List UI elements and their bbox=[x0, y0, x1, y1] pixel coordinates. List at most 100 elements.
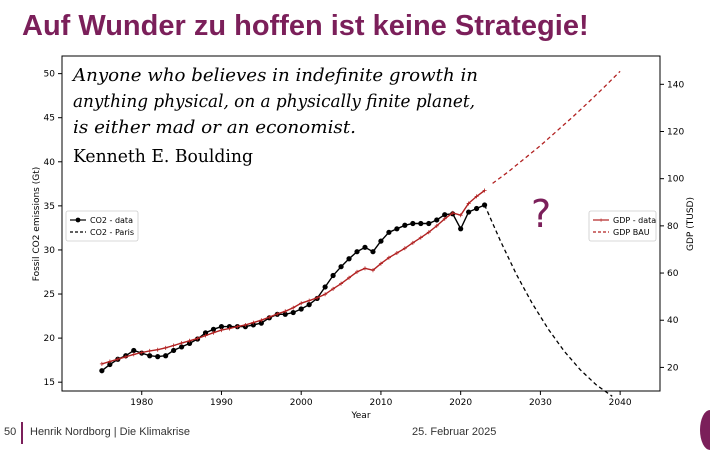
slide-title: Auf Wunder zu hoffen ist keine Strategie… bbox=[22, 10, 589, 42]
legend-gdp-data: GDP - data bbox=[613, 216, 656, 225]
point-co2-data bbox=[370, 249, 376, 255]
point-gdp-data bbox=[123, 354, 128, 359]
point-co2-data bbox=[442, 212, 448, 218]
point-gdp-data bbox=[115, 357, 120, 362]
point-gdp-data bbox=[227, 326, 232, 331]
point-co2-data bbox=[107, 361, 113, 368]
point-co2-data bbox=[458, 226, 464, 232]
series-gdp-bau bbox=[492, 70, 621, 184]
point-co2-data bbox=[306, 302, 312, 308]
footer-author: Henrik Nordborg | Die Klimakrise bbox=[30, 426, 190, 438]
legend-co2-paris: CO2 - Paris bbox=[90, 228, 134, 237]
y2-axis-label: GDP (TUSD) bbox=[686, 197, 696, 251]
point-gdp-data bbox=[331, 286, 336, 291]
point-gdp-data bbox=[370, 268, 375, 273]
point-gdp-data bbox=[362, 266, 367, 271]
legend-co2-data: CO2 - data bbox=[90, 216, 133, 225]
point-gdp-data bbox=[235, 324, 240, 329]
point-gdp-data bbox=[267, 315, 272, 320]
point-co2-data bbox=[99, 368, 105, 374]
point-co2-data bbox=[378, 238, 384, 244]
y2-tick-label: 40 bbox=[667, 316, 679, 326]
point-gdp-data bbox=[386, 255, 391, 260]
point-gdp-data bbox=[450, 210, 455, 215]
quote-line-1: Anyone who believes in indefinite growth… bbox=[71, 65, 478, 86]
point-co2-data bbox=[322, 284, 328, 290]
y2-tick-label: 140 bbox=[667, 80, 684, 90]
legend-right: + GDP - data GDP BAU bbox=[588, 210, 657, 242]
point-gdp-data bbox=[203, 333, 208, 338]
point-gdp-data bbox=[179, 341, 184, 346]
point-gdp-data bbox=[307, 298, 312, 303]
point-co2-data bbox=[282, 311, 288, 317]
point-co2-data bbox=[179, 344, 185, 350]
point-co2-data bbox=[402, 222, 408, 228]
y-tick-label: 35 bbox=[44, 202, 55, 212]
x-tick-label: 1980 bbox=[130, 398, 153, 408]
y2-tick-label: 100 bbox=[667, 175, 684, 185]
x-tick-label: 1990 bbox=[210, 398, 233, 408]
point-co2-data bbox=[218, 324, 225, 330]
point-co2-data bbox=[147, 353, 153, 359]
y-tick-label: 45 bbox=[44, 114, 55, 124]
x-tick-label: 2020 bbox=[449, 398, 472, 408]
y-tick-label: 25 bbox=[44, 290, 55, 300]
footer: 50 Henrik Nordborg | Die Klimakrise 25. … bbox=[0, 410, 710, 450]
point-gdp-data bbox=[474, 194, 479, 199]
point-gdp-data bbox=[139, 350, 144, 355]
point-gdp-data bbox=[458, 213, 463, 218]
point-gdp-data bbox=[323, 292, 328, 297]
point-co2-data bbox=[481, 202, 488, 208]
point-gdp-data bbox=[99, 361, 104, 366]
point-co2-data bbox=[186, 340, 193, 346]
point-gdp-data bbox=[434, 223, 439, 228]
y-tick-label: 15 bbox=[44, 378, 55, 388]
x-tick-label: 2010 bbox=[369, 398, 392, 408]
point-gdp-data bbox=[243, 322, 248, 327]
point-co2-data bbox=[362, 244, 368, 250]
point-co2-data bbox=[338, 264, 344, 270]
footer-date: 25. Februar 2025 bbox=[412, 426, 497, 438]
y-tick-label: 30 bbox=[44, 246, 56, 256]
y-axis-right: 20 40 60 80 100 120 140 bbox=[660, 80, 684, 373]
x-axis: 1980 1990 2000 2010 2020 2030 2040 bbox=[130, 391, 632, 408]
point-gdp-data bbox=[482, 188, 487, 193]
legend-left: CO2 - data CO2 - Paris bbox=[65, 210, 139, 242]
point-co2-data bbox=[258, 320, 264, 326]
point-co2-data bbox=[163, 353, 169, 359]
point-co2-data bbox=[155, 354, 161, 360]
point-gdp-data bbox=[187, 338, 192, 343]
point-gdp-data bbox=[155, 347, 160, 352]
x-tick-label: 2030 bbox=[529, 398, 552, 408]
quote-line-2: anything physical, on a physically finit… bbox=[73, 91, 475, 112]
point-gdp-data bbox=[410, 240, 415, 245]
chart: 1980 1990 2000 2010 2020 2030 2040 15202530354… bbox=[32, 55, 696, 420]
y2-tick-label: 80 bbox=[667, 222, 679, 232]
point-gdp-data bbox=[275, 311, 280, 316]
point-co2-data bbox=[171, 347, 177, 354]
svg-text:+: + bbox=[599, 218, 603, 225]
corner-decoration bbox=[700, 410, 710, 450]
point-gdp-data bbox=[251, 320, 256, 325]
point-co2-data bbox=[210, 326, 217, 332]
point-gdp-data bbox=[211, 330, 216, 335]
y2-tick-label: 20 bbox=[667, 363, 679, 373]
y-axis-left: 15 20 25 30 35 40 45 50 bbox=[44, 70, 62, 388]
point-co2-data bbox=[202, 330, 209, 336]
point-gdp-data bbox=[466, 201, 471, 206]
page-number: 50 bbox=[4, 426, 17, 438]
y-tick-label: 50 bbox=[44, 70, 56, 80]
x-tick-label: 2000 bbox=[290, 398, 313, 408]
question-mark: ? bbox=[531, 192, 551, 236]
y2-tick-label: 120 bbox=[667, 127, 684, 137]
plot-frame bbox=[61, 55, 661, 392]
point-co2-data bbox=[426, 220, 432, 227]
quote-author: Kenneth E. Boulding bbox=[73, 146, 253, 167]
point-gdp-data bbox=[291, 305, 296, 310]
point-co2-data bbox=[131, 347, 137, 354]
series-co2-paris bbox=[484, 204, 613, 397]
point-co2-data bbox=[410, 220, 416, 227]
legend-gdp-bau: GDP BAU bbox=[613, 228, 650, 237]
point-co2-data bbox=[346, 256, 352, 262]
point-gdp-data bbox=[347, 275, 352, 280]
